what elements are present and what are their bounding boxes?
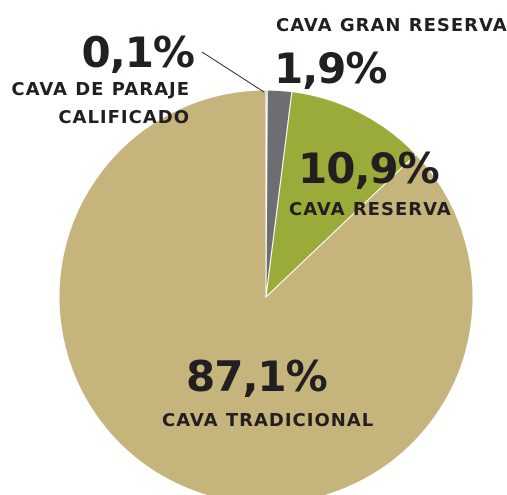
value-label: 87,1% — [186, 352, 328, 401]
category-label: CAVA RESERVA — [289, 199, 452, 220]
value-label: 1,9% — [274, 44, 387, 93]
value-label: 0,1% — [81, 28, 195, 77]
pie-slice — [58, 89, 474, 495]
category-label: CAVA GRAN RESERVA — [276, 15, 507, 36]
category-label: CAVA TRADICIONAL — [162, 410, 375, 431]
value-label: 10,9% — [298, 144, 440, 193]
leader-line — [201, 51, 265, 93]
category-label: CAVA DE PARAJE CALIFICADO — [11, 79, 190, 128]
pie-slice — [265, 91, 417, 299]
